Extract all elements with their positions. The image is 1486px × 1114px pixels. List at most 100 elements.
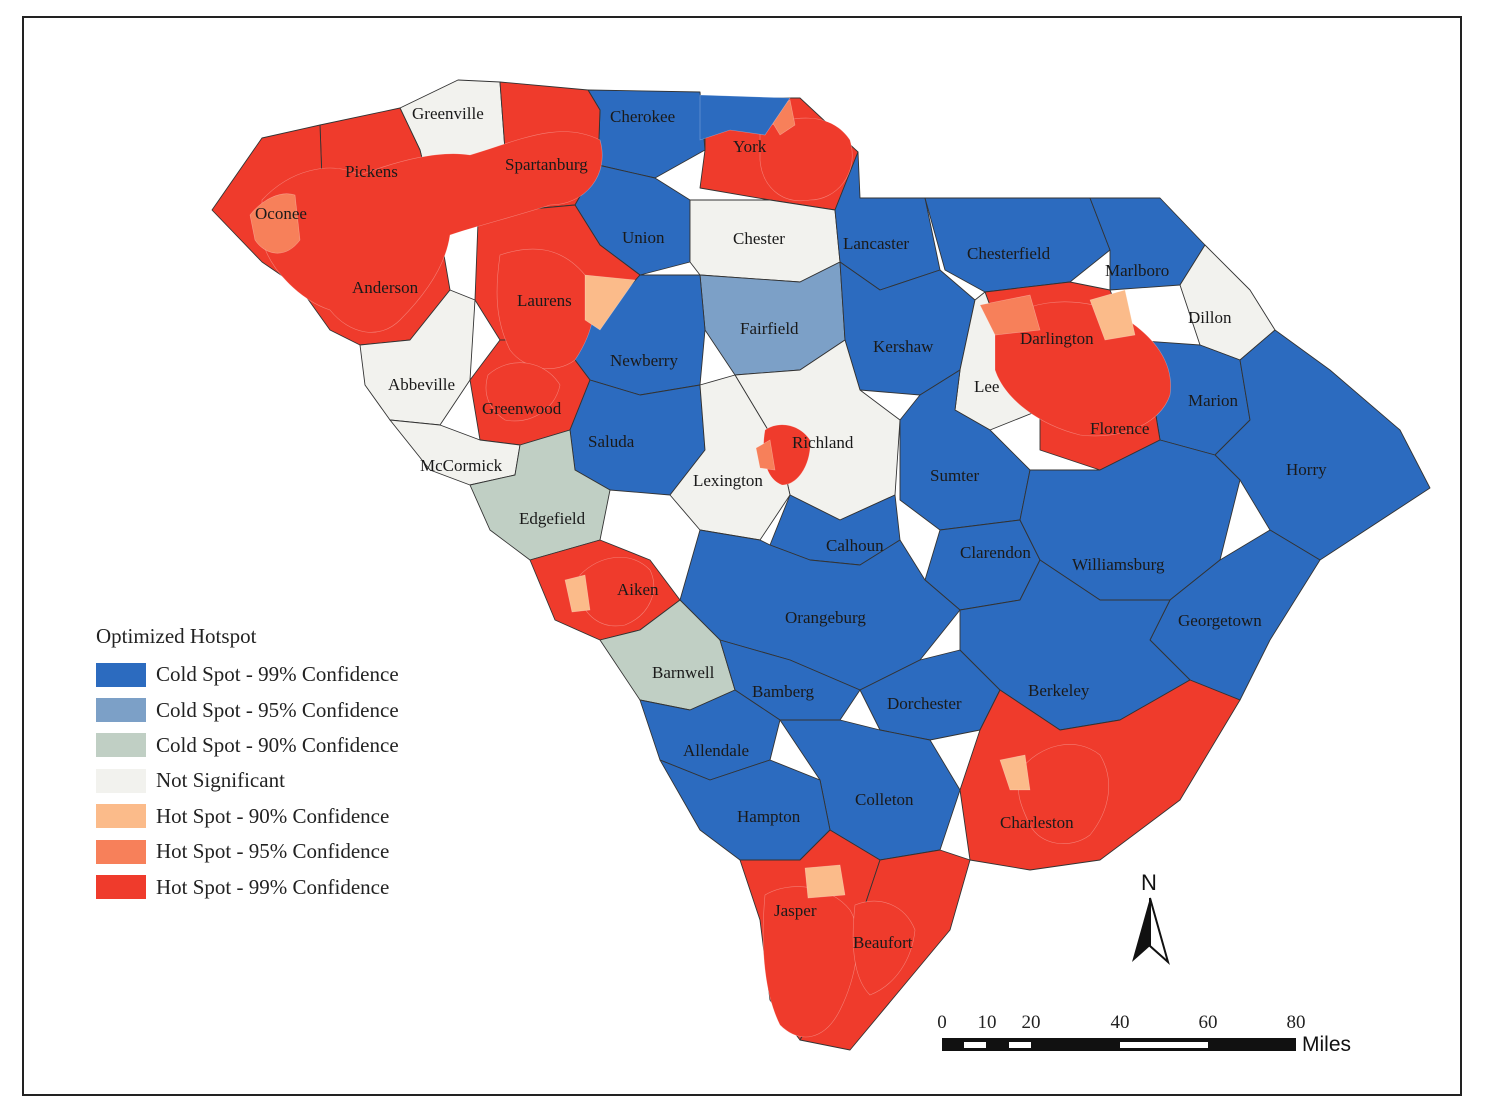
legend-item: Cold Spot - 99% Confidence	[96, 657, 399, 692]
county-label-laurens: Laurens	[517, 291, 572, 310]
hotspot-area	[755, 439, 776, 471]
hotspot-area	[249, 193, 301, 254]
hotspot-area	[699, 94, 791, 141]
scale-tick-label: 20	[1022, 1012, 1041, 1033]
legend-label: Not Significant	[156, 768, 285, 793]
county-label-berkeley: Berkeley	[1028, 681, 1090, 700]
county-label-greenville: Greenville	[412, 104, 484, 123]
legend-swatch	[96, 733, 146, 758]
scale-tick-label: 40	[1111, 1012, 1130, 1033]
county-label-williamsburg: Williamsburg	[1072, 555, 1165, 574]
county-label-saluda: Saluda	[588, 432, 635, 451]
hotspot-area	[979, 294, 1041, 336]
hotspot-area	[1017, 744, 1110, 844]
county-label-edgefield: Edgefield	[519, 509, 586, 528]
legend: Optimized Hotspot Cold Spot - 99% Confid…	[96, 624, 399, 905]
county-labels: Greenville Cherokee York Pickens Spartanburg…	[255, 104, 1327, 952]
county-label-richland: Richland	[792, 433, 854, 452]
county-label-horry: Horry	[1286, 460, 1327, 479]
hotspot-area	[496, 248, 595, 369]
county-label-lexington: Lexington	[693, 471, 763, 490]
hotspot-area	[804, 864, 846, 899]
legend-item: Cold Spot - 95% Confidence	[96, 692, 399, 727]
legend-swatch	[96, 662, 146, 687]
county-label-chester: Chester	[733, 229, 785, 248]
county-edgefield	[469, 429, 611, 561]
county-label-spartanburg: Spartanburg	[505, 155, 588, 174]
legend-label: Cold Spot - 99% Confidence	[156, 662, 399, 687]
legend-label: Hot Spot - 95% Confidence	[156, 839, 390, 864]
legend-swatch	[96, 804, 146, 829]
hotspot-area	[577, 557, 655, 627]
scale-tick-label: 60	[1199, 1012, 1218, 1033]
hotspot-area	[999, 754, 1031, 791]
county-label-orangeburg: Orangeburg	[785, 608, 866, 627]
scale-tick-label: 0	[937, 1012, 947, 1033]
county-label-pickens: Pickens	[345, 162, 398, 181]
county-label-calhoun: Calhoun	[826, 536, 884, 555]
county-label-colleton: Colleton	[855, 790, 914, 809]
county-label-sumter: Sumter	[930, 466, 979, 485]
county-label-abbeville: Abbeville	[388, 375, 455, 394]
hotspot-overlay	[249, 94, 1171, 1038]
county-label-fairfield: Fairfield	[740, 319, 799, 338]
county-label-aiken: Aiken	[617, 580, 659, 599]
county-sumter	[899, 369, 1031, 531]
legend-label: Cold Spot - 95% Confidence	[156, 697, 399, 722]
legend-title: Optimized Hotspot	[96, 624, 257, 648]
county-label-kershaw: Kershaw	[873, 337, 934, 356]
county-label-marion: Marion	[1188, 391, 1239, 410]
county-horry	[1214, 329, 1431, 561]
legend-swatch	[96, 698, 146, 723]
county-label-anderson: Anderson	[352, 278, 419, 297]
legend-label: Hot Spot - 90% Confidence	[156, 803, 390, 828]
legend-item: Cold Spot - 90% Confidence	[96, 728, 399, 763]
scale-tick-label: 80	[1287, 1012, 1306, 1033]
county-label-barnwell: Barnwell	[652, 663, 715, 682]
scale-tick-label: 10	[978, 1012, 997, 1033]
county-label-lancaster: Lancaster	[843, 234, 909, 253]
legend-label: Cold Spot - 90% Confidence	[156, 732, 399, 757]
scale-unit: Miles	[1302, 1033, 1351, 1056]
legend-item: Hot Spot - 99% Confidence	[96, 869, 399, 904]
county-label-beaufort: Beaufort	[853, 933, 913, 952]
legend-item: Hot Spot - 90% Confidence	[96, 799, 399, 834]
legend-swatch	[96, 768, 146, 793]
county-label-clarendon: Clarendon	[960, 543, 1031, 562]
county-label-lee: Lee	[974, 377, 999, 396]
legend-item: Not Significant	[96, 763, 399, 798]
county-label-greenwood: Greenwood	[482, 399, 562, 418]
county-label-chesterfield: Chesterfield	[967, 244, 1051, 263]
county-label-bamberg: Bamberg	[752, 682, 815, 701]
hotspot-area	[1089, 289, 1136, 341]
county-label-georgetown: Georgetown	[1178, 611, 1262, 630]
county-label-dillon: Dillon	[1188, 308, 1232, 327]
county-label-charleston: Charleston	[1000, 813, 1074, 832]
county-label-florence: Florence	[1090, 419, 1149, 438]
hotspot-area	[485, 362, 561, 422]
hotspot-area	[852, 900, 916, 996]
county-label-allendale: Allendale	[683, 741, 749, 760]
hotspot-area	[261, 131, 603, 333]
legend-swatch	[96, 839, 146, 864]
hotspot-area	[584, 274, 636, 331]
county-label-newberry: Newberry	[610, 351, 678, 370]
north-label: N	[1141, 870, 1157, 895]
county-label-union: Union	[622, 228, 665, 247]
county-label-marlboro: Marlboro	[1105, 261, 1169, 280]
county-label-darlington: Darlington	[1020, 329, 1094, 348]
county-label-mccormick: McCormick	[420, 456, 503, 475]
county-label-york: York	[733, 137, 767, 156]
hotspot-area	[759, 117, 853, 202]
county-label-hampton: Hampton	[737, 807, 801, 826]
county-label-dorchester: Dorchester	[887, 694, 962, 713]
north-arrow-icon: N	[1132, 870, 1170, 966]
legend-item: Hot Spot - 95% Confidence	[96, 834, 399, 869]
county-label-jasper: Jasper	[774, 901, 817, 920]
legend-swatch	[96, 875, 146, 900]
county-label-oconee: Oconee	[255, 204, 307, 223]
scale-bar: 0 10 20 40 60 80 Miles	[937, 1012, 1351, 1056]
county-cherokee	[587, 89, 706, 179]
hotspot-area	[564, 574, 591, 613]
